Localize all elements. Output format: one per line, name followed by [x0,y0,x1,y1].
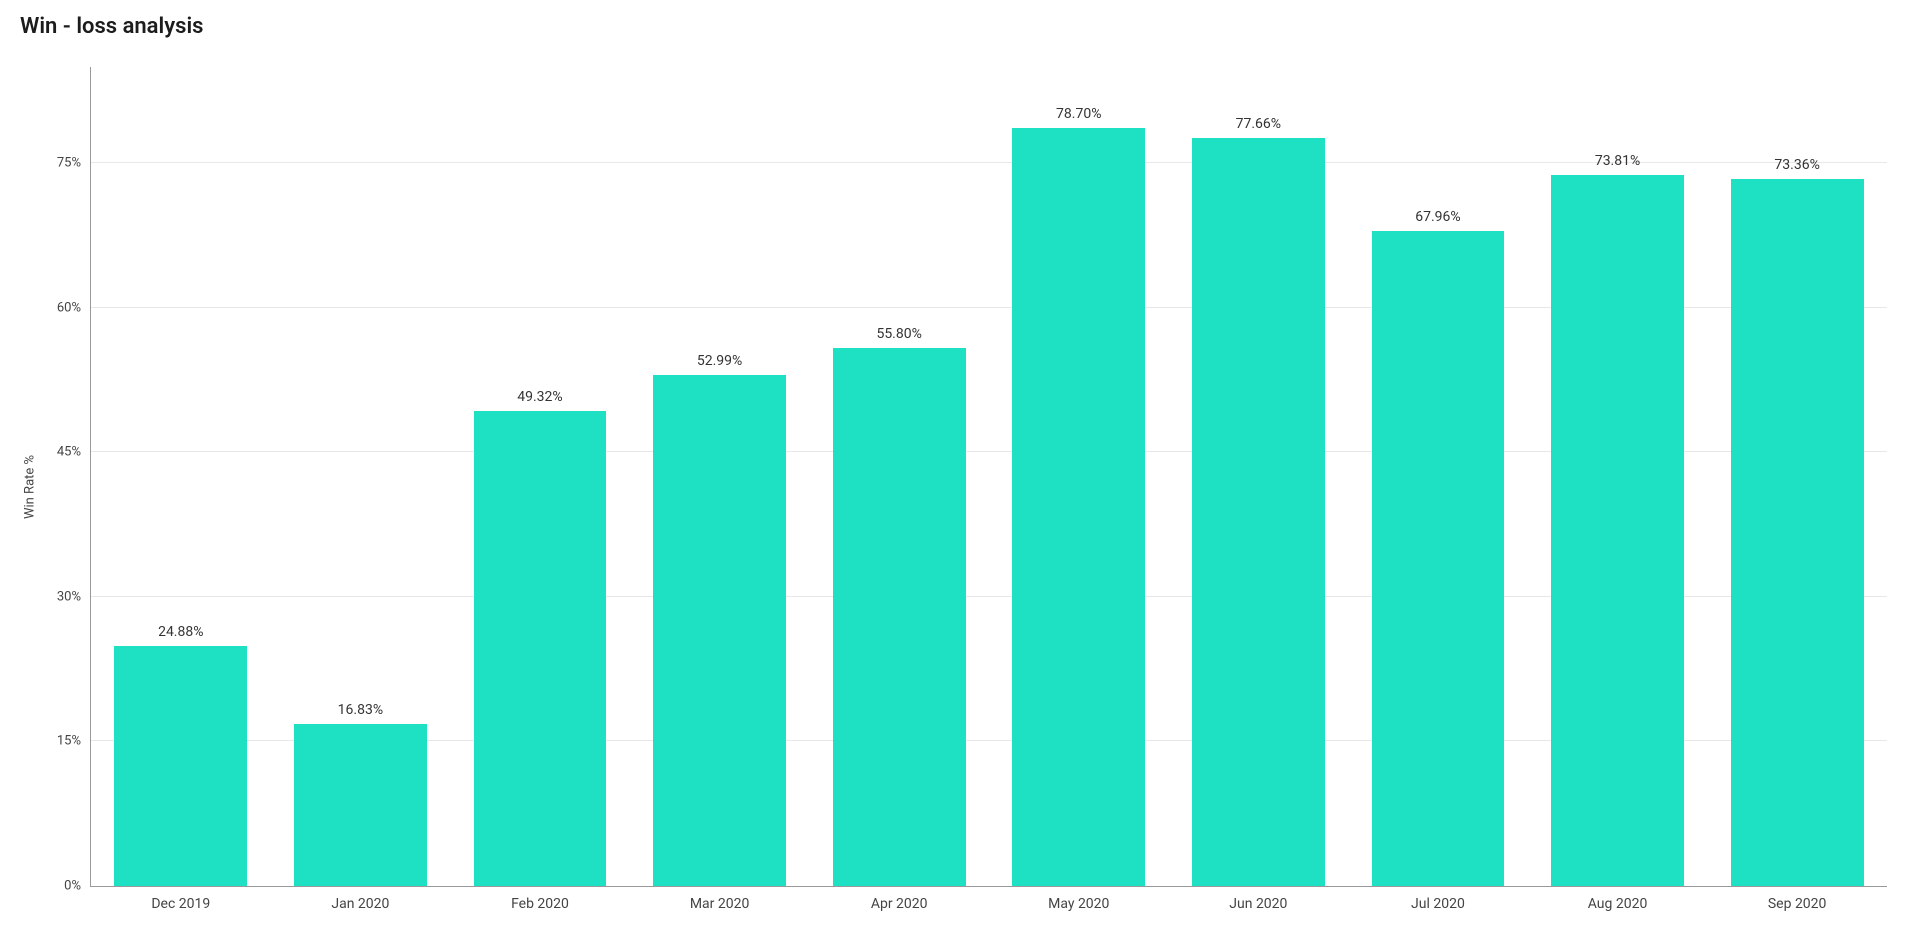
bar-slot: 78.70%May 2020 [989,67,1169,886]
y-axis-label: Win Rate % [23,455,38,519]
bar-value-label: 77.66% [1236,116,1281,138]
bar[interactable]: 49.32% [474,411,607,886]
bar[interactable]: 67.96% [1372,231,1505,886]
bars-area: 24.88%Dec 201916.83%Jan 202049.32%Feb 20… [91,67,1887,886]
bar-value-label: 49.32% [517,389,562,411]
bar-slot: 16.83%Jan 2020 [271,67,451,886]
y-tick-label: 15% [57,734,91,749]
bar-slot: 52.99%Mar 2020 [630,67,810,886]
x-tick-label: Sep 2020 [1768,886,1827,912]
x-tick-label: Jun 2020 [1229,886,1287,912]
x-tick-label: Apr 2020 [871,886,928,912]
bar-value-label: 24.88% [158,624,203,646]
bar-value-label: 73.81% [1595,153,1640,175]
x-tick-label: Mar 2020 [690,886,750,912]
x-tick-label: Jul 2020 [1411,886,1465,912]
bar-value-label: 78.70% [1056,106,1101,128]
bar-value-label: 67.96% [1415,209,1460,231]
chart-title: Win - loss analysis [20,14,1897,39]
x-tick-label: Feb 2020 [511,886,569,912]
bar-slot: 24.88%Dec 2019 [91,67,271,886]
bar-slot: 77.66%Jun 2020 [1169,67,1349,886]
bar[interactable]: 73.36% [1731,179,1864,886]
bar[interactable]: 16.83% [294,724,427,886]
bar-value-label: 52.99% [697,353,742,375]
y-tick-label: 30% [57,589,91,604]
bar-slot: 55.80%Apr 2020 [809,67,989,886]
y-tick-label: 45% [57,445,91,460]
y-tick-label: 75% [57,156,91,171]
bar[interactable]: 55.80% [833,348,966,886]
y-tick-label: 0% [64,879,91,894]
win-loss-chart: Win - loss analysis Win Rate % 0%15%30%4… [0,0,1917,937]
bar[interactable]: 77.66% [1192,138,1325,886]
bar-value-label: 16.83% [338,702,383,724]
bar-slot: 73.36%Sep 2020 [1707,67,1887,886]
bar[interactable]: 52.99% [653,375,786,886]
bar-value-label: 73.36% [1774,157,1819,179]
x-tick-label: Dec 2019 [151,886,210,912]
bar-slot: 73.81%Aug 2020 [1528,67,1708,886]
bar[interactable]: 73.81% [1551,175,1684,886]
y-tick-label: 60% [57,300,91,315]
x-tick-label: May 2020 [1048,886,1109,912]
chart-inner: 0%15%30%45%60%75% 24.88%Dec 201916.83%Ja… [90,67,1887,887]
bar[interactable]: 78.70% [1012,128,1145,886]
bar-value-label: 55.80% [876,326,921,348]
bar-slot: 67.96%Jul 2020 [1348,67,1528,886]
bar[interactable]: 24.88% [114,646,247,886]
x-tick-label: Aug 2020 [1588,886,1648,912]
x-tick-label: Jan 2020 [331,886,389,912]
plot-area: Win Rate % 0%15%30%45%60%75% 24.88%Dec 2… [20,57,1897,917]
bar-slot: 49.32%Feb 2020 [450,67,630,886]
